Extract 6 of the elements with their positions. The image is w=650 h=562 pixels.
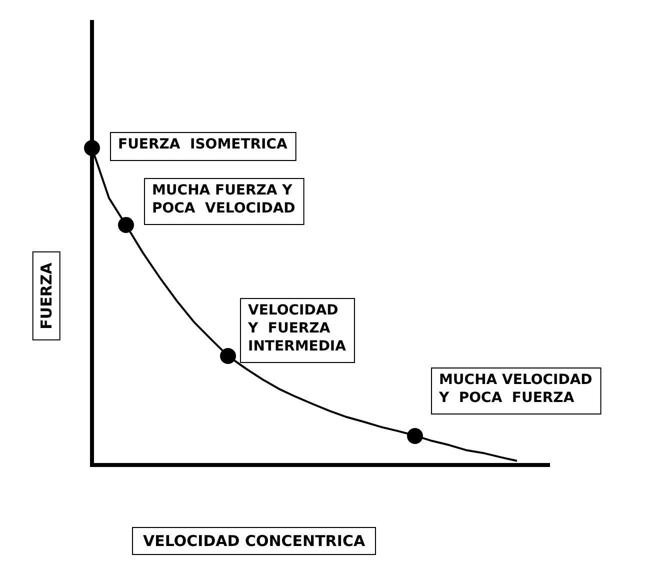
y-axis-title: FUERZA: [32, 252, 60, 340]
annotation: FUERZA ISOMETRICA: [118, 136, 288, 153]
annotation: MUCHA VELOCIDAD Y POCA FUERZA: [438, 372, 592, 406]
annotation: MUCHA FUERZA Y POCA VELOCIDAD: [152, 182, 296, 217]
annotation: VELOCIDAD Y FUERZA INTERMEDIA: [247, 302, 346, 355]
x-axis-title: VELOCIDAD CONCENTRICA: [132, 527, 376, 555]
